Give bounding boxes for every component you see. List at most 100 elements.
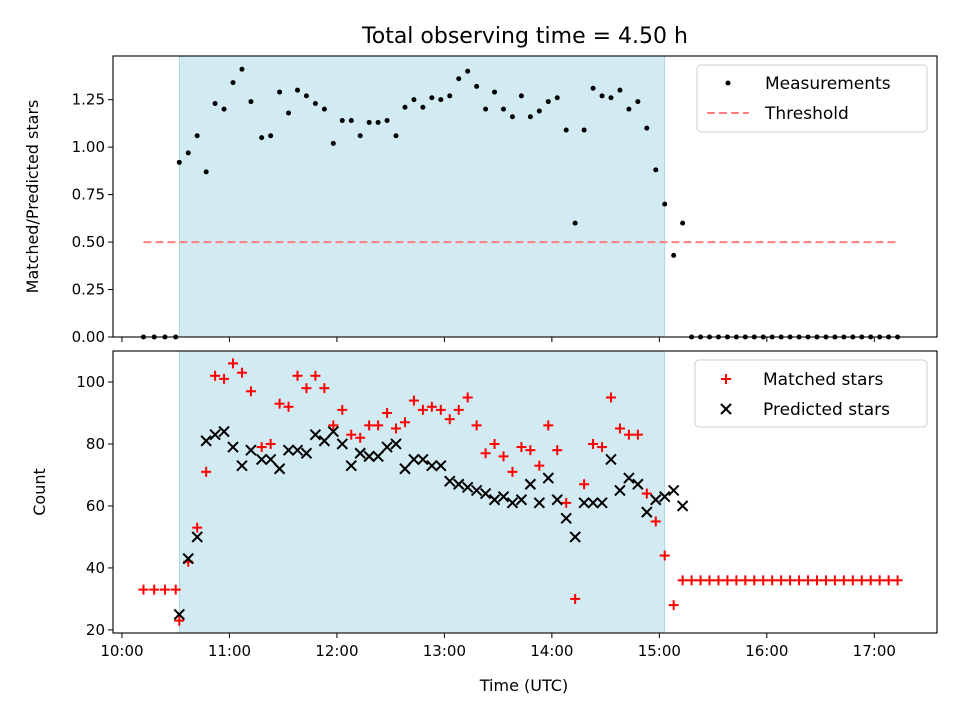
- predicted-star-marker-b: [300, 447, 313, 459]
- matched-star-point: [686, 575, 697, 586]
- matched-star-point: [856, 575, 867, 586]
- predicted-star-point: [560, 512, 572, 525]
- predicted-star-point: [318, 435, 331, 447]
- ratio-y-tick-label: 0.50: [72, 233, 105, 251]
- predicted-star-point: [587, 497, 599, 509]
- matched-star-point: [337, 404, 348, 415]
- predicted-star-marker-b: [470, 484, 483, 497]
- matched-star-point: [677, 575, 688, 586]
- count-legend: Matched stars Predicted stars: [694, 359, 928, 428]
- measurement-point: [518, 93, 524, 99]
- measurement-point: [375, 119, 381, 125]
- predicted-star-marker-b: [291, 444, 304, 456]
- predicted-star-marker-b: [453, 478, 465, 490]
- predicted-star-marker-b: [676, 500, 689, 512]
- matched-star-point: [820, 575, 831, 586]
- count-points: [138, 358, 903, 626]
- measurement-point: [581, 127, 587, 133]
- predicted-star-marker-b: [587, 497, 599, 509]
- matched-star-point: [543, 420, 554, 431]
- predicted-star-marker-b: [533, 497, 546, 509]
- matched-star-point: [236, 367, 247, 378]
- matched-star-point: [435, 404, 446, 415]
- predicted-star-point: [200, 435, 212, 447]
- matched-star-point: [883, 575, 894, 586]
- measurement-point: [330, 140, 336, 146]
- predicted-star-marker-b: [506, 497, 519, 509]
- measurement-point: [572, 220, 578, 226]
- measurement-point: [608, 95, 614, 101]
- matched-star-point: [588, 438, 599, 449]
- predicted-star-point: [381, 441, 393, 453]
- predicted-star-marker-b: [227, 441, 239, 453]
- measurement-point: [563, 127, 569, 133]
- predicted-star-point: [479, 487, 492, 500]
- matched-star-point: [210, 370, 221, 381]
- time-x-tick-label: 14:00: [530, 642, 573, 660]
- legend-measurements-marker: [725, 80, 731, 86]
- matched-star-point: [174, 615, 185, 626]
- matched-star-point: [245, 386, 256, 397]
- predicted-star-point: [300, 447, 313, 459]
- predicted-star-point: [245, 444, 257, 456]
- measurement-point: [438, 97, 444, 103]
- predicted-star-marker-b: [417, 453, 429, 466]
- matched-star-point: [650, 516, 661, 527]
- matched-star-point: [274, 398, 285, 409]
- matched-star-point: [695, 575, 706, 586]
- count-y-tick-label: 80: [86, 435, 105, 453]
- predicted-star-point: [227, 441, 239, 453]
- count-y-tick-label: 20: [86, 621, 105, 639]
- matched-star-point: [480, 448, 491, 459]
- measurement-point: [527, 114, 533, 120]
- matched-star-point: [228, 358, 239, 369]
- predicted-star-marker-b: [245, 444, 257, 456]
- measurement-point: [617, 87, 623, 93]
- time-x-tick-label: 16:00: [745, 642, 788, 660]
- predicted-star-marker-b: [191, 531, 203, 543]
- matched-star-point: [516, 442, 527, 453]
- time-x-tick-label: 15:00: [638, 642, 681, 660]
- ratio-y-tick-label: 0.75: [72, 186, 105, 204]
- matched-star-point: [453, 404, 464, 415]
- predicted-star-point: [173, 608, 185, 621]
- measurement-point: [384, 118, 390, 124]
- measurement-point: [420, 104, 426, 110]
- count-panel: 20 40 60 80 100 10:00 11:00 12:00 13:00 14:00 15:…: [30, 350, 938, 695]
- matched-star-point: [489, 438, 500, 449]
- matched-star-point: [498, 451, 509, 462]
- predicted-star-point: [372, 450, 384, 463]
- measurement-point: [492, 89, 498, 95]
- matched-star-point: [328, 420, 339, 431]
- measurement-point: [312, 100, 318, 106]
- predicted-star-point: [444, 475, 456, 487]
- matched-star-point: [731, 575, 742, 586]
- measurement-point: [465, 68, 471, 74]
- measurement-point: [239, 66, 245, 72]
- measurement-point: [599, 93, 605, 99]
- matched-star-point: [462, 392, 473, 403]
- predicted-star-point: [667, 484, 680, 497]
- predicted-star-point: [363, 450, 375, 463]
- predicted-star-marker-b: [560, 512, 572, 525]
- matched-star-point: [256, 442, 267, 453]
- measurement-point: [194, 133, 200, 139]
- matched-star-point: [659, 550, 670, 561]
- predicted-star-point: [408, 453, 420, 466]
- time-x-tick-label: 10:00: [100, 642, 143, 660]
- measurement-point: [259, 135, 265, 141]
- predicted-star-marker-b: [173, 608, 185, 621]
- predicted-star-point: [497, 490, 510, 503]
- matched-star-point: [803, 575, 814, 586]
- matched-star-point: [382, 407, 393, 418]
- matched-star-point: [767, 575, 778, 586]
- matched-star-point: [605, 392, 616, 403]
- predicted-star-marker-b: [488, 494, 501, 506]
- measurement-point: [268, 133, 274, 139]
- predicted-star-marker-b: [282, 444, 295, 456]
- measurement-point: [509, 114, 515, 120]
- predicted-star-point: [596, 497, 608, 509]
- predicted-star-point: [506, 497, 519, 509]
- measurement-point: [248, 99, 254, 105]
- matched-star-point: [722, 575, 733, 586]
